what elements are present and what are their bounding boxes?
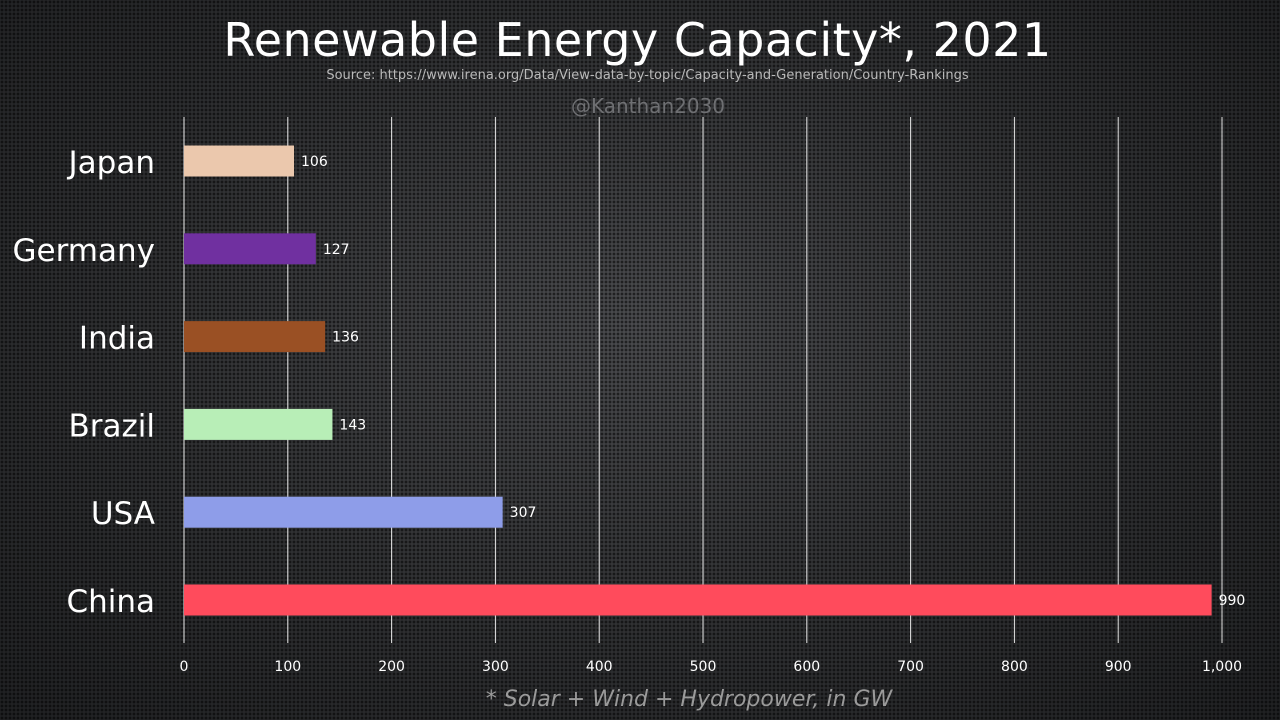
x-tick-label: 600 xyxy=(793,659,820,675)
x-tick-label: 200 xyxy=(378,659,405,675)
value-label: 127 xyxy=(323,242,350,258)
chart-source: Source: https://www.irena.org/Data/View-… xyxy=(326,68,969,83)
category-label: Germany xyxy=(13,233,155,269)
x-tick-label: 300 xyxy=(482,659,509,675)
x-axis-ticks: 0 100 200 300 400 500 600 700 800 900 1,000 xyxy=(180,659,1243,675)
value-label: 136 xyxy=(332,330,359,346)
value-label: 990 xyxy=(1219,593,1246,609)
bar-china xyxy=(184,584,1212,616)
category-labels: Japan Germany India Brazil USA China xyxy=(13,145,155,620)
value-label: 307 xyxy=(510,505,537,521)
category-label: India xyxy=(79,321,155,357)
bar-germany xyxy=(184,233,316,265)
watermark: @Kanthan2030 xyxy=(570,94,726,118)
category-label: Brazil xyxy=(68,408,155,444)
category-label: China xyxy=(66,584,155,620)
value-label: 143 xyxy=(339,417,366,433)
x-tick-label: 400 xyxy=(586,659,613,675)
category-label: USA xyxy=(91,496,155,532)
x-tick-label: 900 xyxy=(1105,659,1132,675)
value-label: 106 xyxy=(301,154,328,170)
x-tick-label: 0 xyxy=(180,659,189,675)
value-labels: 106 127 136 143 307 990 xyxy=(301,154,1245,609)
bar-brazil xyxy=(184,408,333,440)
chart-footnote: * Solar + Wind + Hydropower, in GW xyxy=(485,687,893,712)
x-tick-label: 500 xyxy=(690,659,717,675)
bars xyxy=(184,145,1212,616)
x-tick-label: 100 xyxy=(274,659,301,675)
x-tick-label: 800 xyxy=(1001,659,1028,675)
gridlines xyxy=(183,117,1223,643)
x-tick-label: 1,000 xyxy=(1202,659,1242,675)
x-tick-label: 700 xyxy=(897,659,924,675)
category-label: Japan xyxy=(67,145,155,181)
bar-japan xyxy=(184,145,295,177)
bar-usa xyxy=(184,496,503,528)
chart-title: Renewable Energy Capacity*, 2021 xyxy=(223,13,1052,67)
bar-india xyxy=(184,321,326,353)
